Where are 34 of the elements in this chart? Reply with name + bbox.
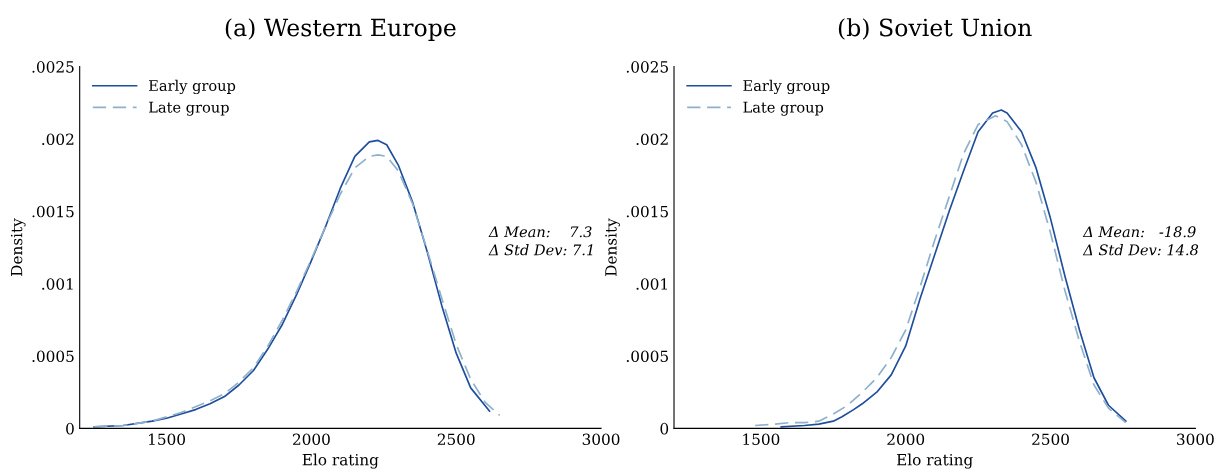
y-tick-label: .0015 [32, 205, 74, 218]
y-tick-label: .001 [636, 278, 667, 290]
x-tick-label: 1500 [149, 433, 185, 446]
legend-label: Late group [149, 101, 229, 116]
annotation: Δ Mean: -18.9 [1082, 226, 1196, 238]
x-tick-label: 2000 [292, 433, 330, 446]
legend-label: Early group [149, 79, 236, 95]
x-axis-title: Elo rating [302, 453, 379, 469]
x-tick-label: 2500 [1032, 433, 1069, 446]
y-tick-label: 0 [660, 422, 669, 435]
y-tick-label: .0015 [626, 205, 668, 218]
y-tick-label: .002 [42, 133, 74, 146]
x-tick-label: 2000 [887, 433, 925, 446]
x-tick-label: 3000 [582, 433, 620, 446]
y-axis-title: Density [605, 218, 620, 276]
x-tick-label: 3000 [1177, 433, 1214, 446]
annotation: Δ Mean: 7.3 [488, 226, 592, 238]
x-axis-title: Elo rating [896, 453, 973, 469]
chart-title: (a) Western Europe [225, 18, 456, 41]
y-tick-label: .002 [636, 133, 668, 146]
y-tick-label: .0025 [626, 61, 668, 73]
y-tick-label: .0025 [32, 61, 74, 73]
chart-title: (b) Soviet Union [838, 18, 1032, 40]
y-tick-label: .0005 [32, 350, 74, 363]
y-tick-label: 0 [66, 422, 74, 435]
annotation: Δ Std Dev: 7.1 [488, 244, 593, 256]
y-tick-label: .0005 [626, 350, 668, 363]
y-axis-title: Density [10, 218, 26, 276]
x-tick-label: 1500 [743, 433, 780, 446]
legend-label: Early group [743, 79, 830, 95]
y-tick-label: .001 [42, 278, 73, 290]
legend-label: Late group [743, 101, 824, 116]
x-tick-label: 2500 [437, 433, 475, 446]
annotation: Δ Std Dev: 14.8 [1082, 244, 1199, 256]
